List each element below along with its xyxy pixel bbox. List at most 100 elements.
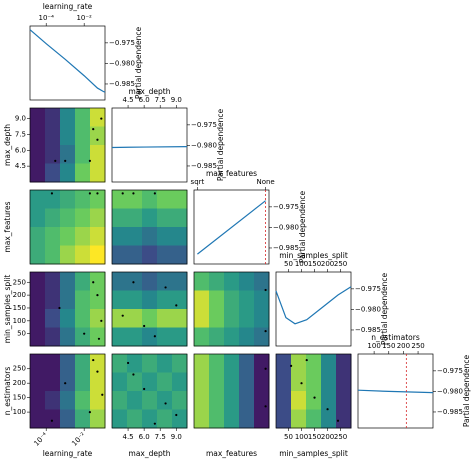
y-tick-label: −0.975 [273,203,299,211]
contour-cell [90,409,106,429]
contour-cell [276,391,292,410]
top-axis-label: max_depth [129,87,171,96]
contour-cell [90,290,106,310]
contour-cell [276,354,292,373]
top-axis-label: min_samples_split [279,251,348,260]
plot-frame [275,353,352,429]
y-tick-label: 200 [13,291,26,299]
x-tick-label: 100 [295,433,308,441]
contour-cell [127,409,143,429]
contour-cell [60,163,76,183]
contour-cell [90,272,106,291]
contour-cell [60,354,76,373]
y-tick-label: −0.980 [109,59,135,67]
contour-cell [112,190,128,209]
contour-cell [172,354,188,373]
contour-cell [112,327,128,347]
contour-cell [60,245,76,265]
y-tick-label: 250 [13,278,26,286]
x-axis-label: max_depth [129,449,171,458]
sample-point [50,419,54,422]
contour-cell [90,190,106,209]
sample-point [164,402,167,405]
contour-cell [157,391,173,410]
sample-point [50,192,54,195]
contour-cell [239,272,255,291]
sample-point [264,288,267,292]
plot-frame [29,25,106,101]
x-axis-label: max_features [206,449,257,458]
contour-cell [30,108,46,127]
contour-cell [112,272,128,291]
contour-cell [142,354,158,373]
contour-cell [90,372,106,392]
x-tick-label: 200 [321,433,334,441]
contour-cell [157,190,173,209]
x-tick-label: 7.5 [155,96,166,104]
contour-cell [75,163,91,183]
sample-point [96,192,99,195]
y-tick-label: 100 [13,317,26,325]
sample-point [153,335,156,338]
contour-cell [239,372,255,392]
sample-point [92,281,95,284]
contour-cell [30,327,46,347]
contour-cell [90,145,106,164]
x-tick-label: 50 [284,260,293,268]
y-axis-label: Partial dependence [216,108,225,181]
contour-cell [209,354,225,373]
contour-cell [224,391,240,410]
y-tick-label: 7.5 [15,130,26,138]
x-tick-label: 9.0 [171,96,182,104]
contour-cell [157,290,173,310]
x-tick-label: 4.5 [123,96,134,104]
contour-cell [112,208,128,228]
contour-cell [321,391,337,410]
y-tick-label: −0.985 [355,326,381,334]
contour-cell [60,126,76,146]
contour-cell [45,372,61,392]
y-tick-label: −0.975 [191,121,217,129]
contour-cell [90,227,106,246]
contour-cell [45,208,61,228]
contour-cell [209,272,225,291]
contour-cell [209,309,225,328]
contour-cell [90,126,106,146]
contour-cell [209,372,225,392]
contour-cell [239,391,255,410]
contour-cell [306,372,322,392]
contour-cell [157,227,173,246]
contour-cell [90,108,106,127]
sample-point [300,382,303,385]
contour-cell [172,327,188,347]
sample-point [175,304,178,307]
contour-cell [142,391,158,410]
contour-cell [172,309,188,328]
contour-cell [254,354,270,373]
contour-cell [127,391,143,410]
contour-cell [30,145,46,164]
contour-cell [90,327,106,347]
contour-cell [127,227,143,246]
contour-cell [194,327,210,347]
contour-cell [142,245,158,265]
contour-cell [75,190,91,209]
contour-cell [75,309,91,328]
contour-cell [254,290,270,310]
contour-cell [254,309,270,328]
contour-cell [60,108,76,127]
sample-point [101,393,104,396]
sample-point [153,422,156,425]
y-tick-label: 150 [13,394,26,402]
contour-cell [127,372,143,392]
sample-point [58,306,61,310]
y-tick-label: 4.5 [15,162,26,170]
contour-cell [142,309,158,328]
contour-cell [45,309,61,328]
x-tick-label: 10⁻⁴ [38,14,54,22]
contour-cell [172,272,188,291]
x-tick-label: 6.0 [139,433,150,441]
contour-cell [45,227,61,246]
x-tick-label: 4.5 [123,433,134,441]
y-tick-label: 9.0 [15,115,26,123]
